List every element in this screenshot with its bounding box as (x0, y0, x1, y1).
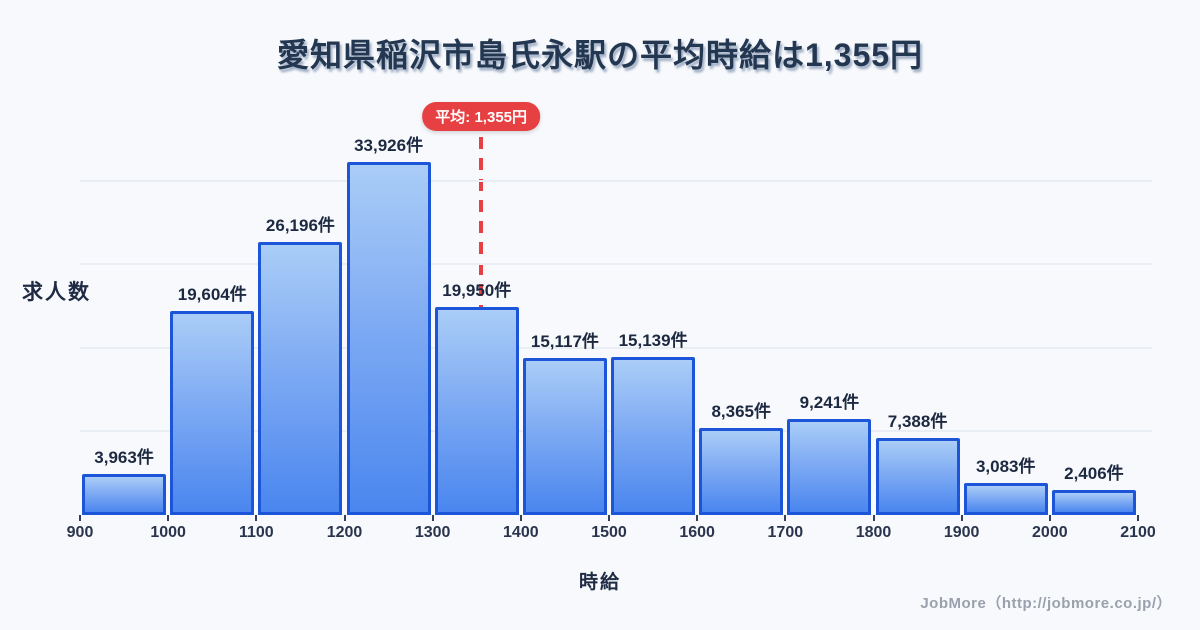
bar-value-label: 15,117件 (530, 331, 599, 351)
histogram-bar (1051, 489, 1136, 515)
x-axis-tick-label: 2000 (1032, 524, 1068, 541)
x-axis-tick (608, 515, 610, 521)
x-axis-tick-label: 1700 (767, 524, 804, 541)
bar-value-label: 9,241件 (799, 392, 860, 412)
histogram-bar-slot: 3,963件 (80, 140, 168, 515)
plot-area: 平均: 1,355円 3,963件 19,604件 26,196件 33,926件 19… (67, 102, 1156, 541)
footer-credit: JobMore（http://jobmore.co.jp/） (920, 595, 1172, 612)
x-axis-tick (343, 515, 346, 521)
x-axis-tick-label: 1000 (150, 524, 186, 541)
histogram-bar (875, 438, 960, 515)
x-axis-tick (696, 515, 699, 521)
histogram-bar (170, 311, 255, 515)
average-badge: 平均: 1,355円 (422, 102, 541, 131)
histogram-bar-slot: 19,950件 (433, 140, 521, 515)
bar-value-label: 19,604件 (177, 285, 247, 305)
x-axis-tick (960, 515, 963, 521)
histogram-bar (258, 242, 343, 515)
histogram-bar-slot: 2,406件 (1050, 140, 1138, 515)
histogram-bar-slot: 15,117件 (521, 140, 609, 515)
y-axis-label: 求人数 (22, 281, 91, 304)
x-axis-tick-label: 1600 (679, 524, 715, 541)
histogram-bar-slot: 3,083件 (962, 140, 1050, 515)
bar-value-label: 7,388件 (887, 412, 948, 432)
histogram-bar (434, 307, 519, 515)
histogram-bar (82, 473, 167, 515)
x-axis-tick (167, 515, 170, 521)
histogram-bar-slot: 19,604件 (168, 140, 256, 515)
histogram-bar-slot: 15,139件 (609, 140, 697, 515)
bar-value-label: 15,139件 (618, 331, 688, 351)
bar-value-label: 2,406件 (1064, 463, 1124, 483)
x-axis-tick (519, 515, 522, 521)
histogram-bar (699, 427, 784, 515)
histogram-bar-slot: 8,365件 (697, 140, 785, 515)
bar-value-label: 3,083件 (975, 456, 1036, 476)
bar-value-label: 33,926件 (354, 136, 424, 155)
histogram-bar (787, 418, 872, 515)
x-axis-tick (255, 515, 258, 521)
gridline (80, 263, 1152, 266)
x-axis-tick-label: 1200 (326, 524, 363, 541)
x-axis-tick-label: 1800 (855, 524, 892, 541)
x-axis-tick-label: 900 (66, 524, 94, 541)
gridline (80, 180, 1152, 183)
x-axis-tick-label: 1400 (503, 524, 539, 541)
x-axis-tick (784, 515, 787, 521)
chart-title: 愛知県稲沢市島氏永駅の平均時給は1,355円 (276, 37, 924, 73)
x-axis-tick (79, 515, 81, 521)
x-axis-tick-label: 1100 (238, 524, 274, 541)
histogram-bar (522, 357, 607, 515)
x-axis-tick (872, 515, 875, 521)
x-axis-tick (1137, 515, 1139, 521)
histogram-bar-slot: 33,926件 (345, 136, 433, 515)
histogram-bar-slot: 9,241件 (785, 140, 873, 515)
bar-value-label: 19,950件 (442, 281, 512, 301)
histogram-bar (346, 162, 431, 515)
x-axis-tick-label: 1500 (591, 524, 627, 541)
histogram-bar (963, 482, 1048, 515)
x-axis-tick-label: 1300 (414, 524, 451, 541)
bar-value-label: 26,196件 (265, 216, 335, 236)
x-axis-tick (1048, 515, 1051, 521)
x-axis-tick (431, 515, 434, 521)
x-axis-tick-label: 1900 (943, 524, 980, 541)
histogram-bar-slot: 7,388件 (874, 140, 962, 515)
x-axis-tick-label: 2100 (1120, 524, 1156, 541)
bar-value-label: 8,365件 (711, 401, 772, 421)
histogram-bar-slot: 26,196件 (256, 140, 344, 515)
x-axis-label: 時給 (578, 572, 621, 593)
bar-value-label: 3,963件 (94, 447, 154, 467)
gridline (80, 346, 1152, 349)
histogram-bar (611, 357, 696, 515)
